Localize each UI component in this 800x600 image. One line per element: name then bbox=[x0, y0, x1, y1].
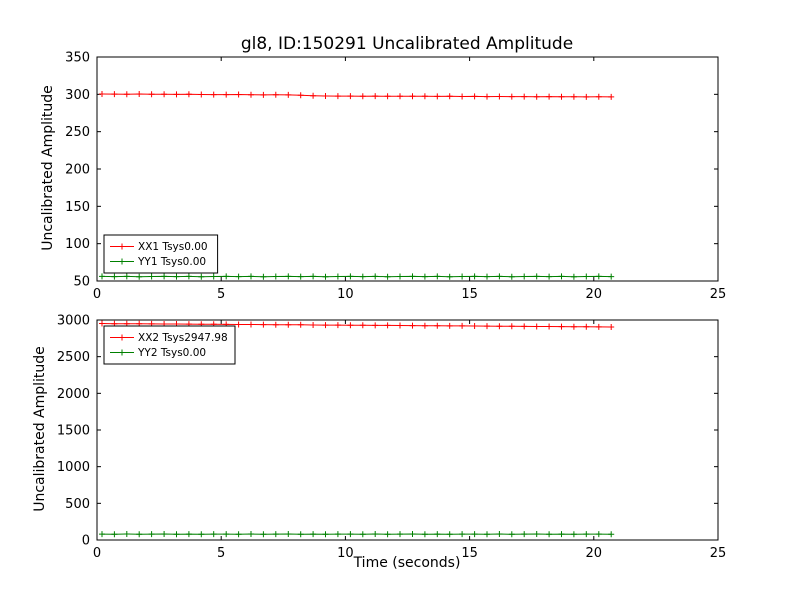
legend-label: XX1 Tsys0.00 bbox=[138, 241, 208, 253]
y-tick-label: 2000 bbox=[57, 387, 90, 402]
x-tick-label: 15 bbox=[461, 287, 478, 302]
x-axis-label: Time (seconds) bbox=[353, 555, 461, 571]
x-tick-label: 25 bbox=[710, 546, 727, 561]
x-tick-label: 10 bbox=[337, 546, 354, 561]
legend-sample-marker bbox=[119, 258, 125, 265]
y-tick-label: 150 bbox=[65, 200, 90, 215]
x-tick-label: 5 bbox=[217, 546, 225, 561]
legend-label: XX2 Tsys2947.98 bbox=[138, 332, 228, 344]
y-tick-label: 100 bbox=[65, 237, 90, 252]
legend-box bbox=[103, 325, 236, 365]
legend: XX2 Tsys2947.98 YY2 Tsys0.00 bbox=[103, 325, 236, 365]
y-tick-label: 2500 bbox=[57, 350, 90, 365]
series-markers bbox=[99, 91, 615, 100]
legend-label: YY2 Tsys0.00 bbox=[137, 347, 206, 359]
legend-sample-marker bbox=[119, 334, 125, 341]
subplot: 0 5 10 15 20 25 50 100 150 200 250 300 350 XX1 Tsys0.… bbox=[65, 51, 726, 303]
legend: XX1 Tsys0.00 YY1 Tsys0.00 bbox=[103, 234, 219, 274]
legend-label: YY1 Tsys0.00 bbox=[137, 256, 206, 268]
x-tick-label: 5 bbox=[217, 287, 225, 302]
subplot: 0 5 10 15 20 25 0 500 1000 1500 2000 2500 3000 XX2 Ts… bbox=[57, 314, 726, 562]
legend-box bbox=[103, 234, 219, 274]
legend-sample-marker bbox=[119, 243, 125, 250]
y-tick-label: 0 bbox=[82, 534, 90, 549]
y-tick-label: 250 bbox=[65, 125, 90, 140]
y-tick-label: 350 bbox=[65, 51, 90, 66]
x-tick-label: 10 bbox=[337, 287, 354, 302]
series-markers bbox=[99, 320, 615, 330]
y-tick-label: 1500 bbox=[57, 424, 90, 439]
y-tick-label: 500 bbox=[65, 497, 90, 512]
x-tick-label: 0 bbox=[93, 546, 101, 561]
x-tick-label: 20 bbox=[586, 287, 603, 302]
chart-title: gl8, ID:150291 Uncalibrated Amplitude bbox=[240, 34, 574, 54]
series-markers bbox=[99, 531, 615, 538]
y-tick-label: 3000 bbox=[57, 314, 90, 329]
x-tick-label: 15 bbox=[461, 546, 478, 561]
series-markers bbox=[99, 273, 615, 280]
x-tick-label: 25 bbox=[710, 287, 727, 302]
x-tick-label: 0 bbox=[93, 287, 101, 302]
x-tick-label: 20 bbox=[586, 546, 603, 561]
y-tick-label: 200 bbox=[65, 163, 90, 178]
y-tick-label: 300 bbox=[65, 88, 90, 103]
y-tick-label: 1000 bbox=[57, 460, 90, 475]
y-tick-label: 50 bbox=[73, 275, 90, 290]
legend-sample-marker bbox=[119, 349, 125, 356]
